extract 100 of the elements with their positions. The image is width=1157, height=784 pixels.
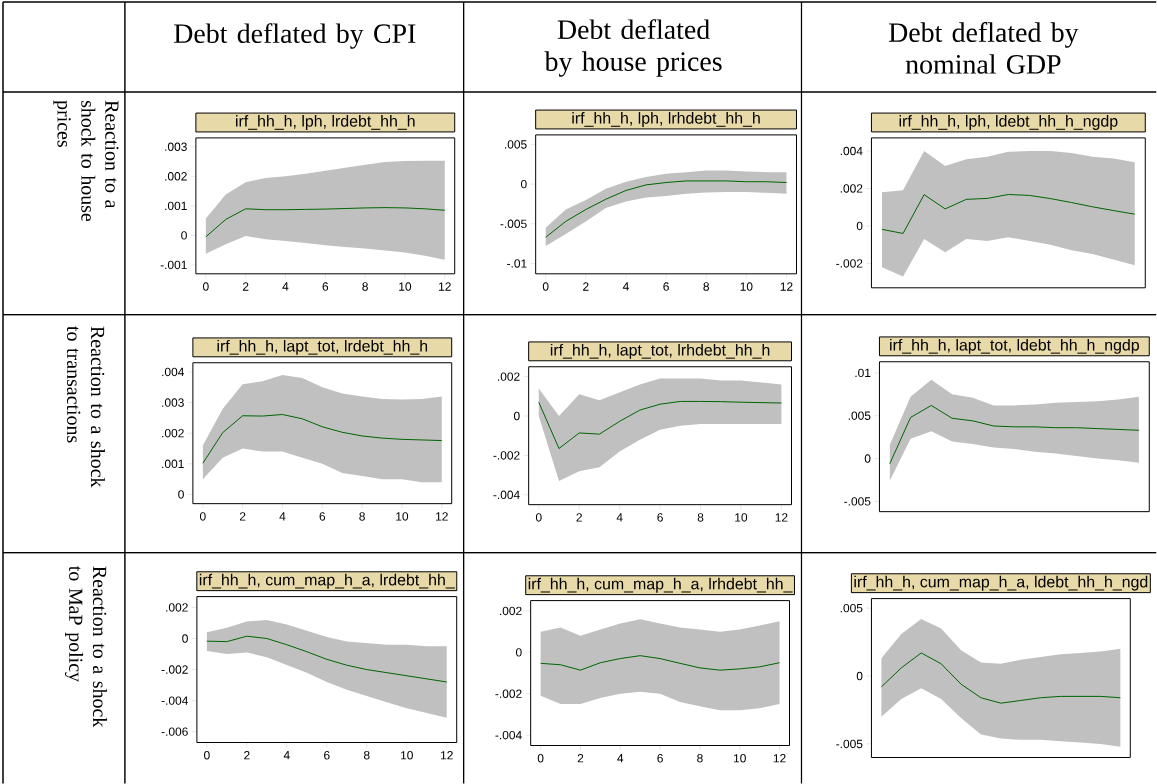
x-tick-label: 10	[396, 512, 409, 521]
x-tick-label: 0	[204, 750, 210, 760]
x-tick-label: 6	[663, 282, 669, 291]
chart-title: irf_hh_h, cum_map_h_a, lrhdebt_hh_	[528, 577, 793, 593]
x-tick-label: 0	[199, 512, 206, 521]
chart-title: irf_hh_h, lph, ldebt_hh_h_ngdp	[899, 114, 1118, 130]
y-tick-label: .002	[497, 372, 520, 381]
x-tick-label: 8	[697, 753, 703, 763]
y-tick-label: 0	[513, 411, 520, 421]
x-tick-label: 6	[319, 512, 326, 521]
text: Debt deflated by house prices	[544, 19, 722, 77]
x-tick-label: 0	[537, 753, 544, 763]
x-tick-label: 2	[244, 750, 250, 760]
y-tick-label: .005	[840, 603, 863, 613]
y-tick-label: -.002	[493, 451, 520, 460]
x-tick-label: 4	[282, 282, 289, 291]
y-tick-label: .004	[162, 367, 185, 377]
y-tick-label: 0	[182, 634, 188, 643]
y-tick-label: -.004	[495, 730, 522, 740]
line-series	[205, 207, 446, 238]
y-tick-label: 0	[856, 671, 863, 681]
chart-title: irf_hh_h, lph, lrhdebt_hh_h	[572, 111, 760, 127]
y-tick-label: 0	[181, 231, 187, 240]
y-tick-label: -.001	[160, 260, 187, 270]
y-tick-label: -.01	[507, 259, 527, 268]
x-tick-label: 10	[733, 753, 746, 763]
y-tick-label: 0	[864, 454, 871, 463]
y-tick-label: 0	[856, 221, 863, 231]
chart-title: irf_hh_h, lapt_tot, lrdebt_hh_h	[217, 339, 428, 355]
x-tick-label: 12	[775, 513, 788, 522]
y-tick-label: .005	[504, 140, 527, 149]
x-tick-label: 12	[440, 750, 453, 760]
x-tick-label: 12	[773, 753, 786, 763]
y-tick-label: .001	[165, 201, 187, 210]
y-tick-label: .002	[166, 603, 188, 612]
x-tick-label: 4	[617, 753, 624, 763]
line-series	[889, 404, 1140, 465]
x-tick-label: 2	[576, 513, 582, 522]
x-tick-label: 6	[324, 750, 330, 760]
text: Reaction to a shock to MaP policy	[64, 565, 107, 728]
x-tick-label: 0	[202, 282, 209, 291]
y-tick-label: .003	[165, 142, 187, 151]
y-tick-label: .003	[162, 398, 184, 407]
y-tick-label: 0	[515, 648, 522, 657]
x-tick-label: 10	[399, 282, 412, 291]
y-tick-label: 0	[520, 179, 527, 189]
x-tick-label: 4	[283, 750, 290, 760]
text: Debt deflated by CPI	[174, 23, 416, 49]
y-tick-label: .005	[848, 411, 871, 420]
chart-title: irf_hh_h, cum_map_h_a, lrdebt_hh_	[199, 573, 455, 589]
y-tick-label: .002	[840, 184, 863, 193]
chart-title: irf_hh_h, lapt_tot, ldebt_hh_h_ngdp	[890, 338, 1139, 354]
x-tick-label: 10	[401, 750, 413, 760]
text: Reaction to a shock to transactions	[67, 326, 105, 488]
x-tick-label: 2	[583, 282, 589, 291]
x-tick-label: 2	[239, 512, 246, 521]
y-tick-label: -.002	[495, 689, 522, 698]
x-tick-label: 0	[542, 282, 549, 291]
y-tick-label: .004	[840, 146, 863, 156]
line-series	[881, 193, 1136, 234]
x-tick-label: 8	[359, 512, 365, 521]
x-tick-label: 8	[697, 513, 704, 522]
y-tick-label: .01	[855, 368, 871, 377]
x-tick-label: 4	[279, 512, 286, 521]
y-tick-label: -.005	[500, 219, 527, 228]
y-tick-label: -.005	[844, 497, 871, 506]
y-tick-label: -.002	[161, 665, 188, 674]
x-tick-label: 6	[657, 513, 663, 522]
x-tick-label: 10	[740, 282, 753, 291]
x-tick-label: 2	[577, 753, 584, 763]
chart-title: irf_hh_h, lapt_tot, lrhdebt_hh_h	[550, 343, 770, 359]
x-tick-label: 0	[535, 513, 542, 522]
x-tick-label: 8	[703, 282, 710, 291]
text: Reaction to a shock to house prices	[53, 100, 119, 221]
y-tick-label: -.006	[161, 727, 188, 736]
y-tick-label: .001	[162, 459, 184, 468]
y-tick-label: 0	[178, 490, 184, 499]
x-tick-label: 8	[362, 282, 368, 291]
x-tick-label: 6	[657, 753, 663, 763]
x-tick-label: 2	[242, 282, 249, 291]
x-tick-label: 8	[363, 750, 370, 760]
x-tick-label: 12	[439, 282, 451, 291]
y-tick-label: .002	[165, 171, 187, 181]
y-tick-label: -.004	[161, 696, 189, 705]
x-tick-label: 4	[622, 282, 629, 291]
text: Debt deflated by nominal GDP	[888, 21, 1079, 74]
chart-title: irf_hh_h, cum_map_h_a, ldebt_hh_h_ngd	[854, 575, 1148, 591]
line-series	[202, 413, 443, 464]
y-tick-label: .002	[499, 606, 522, 616]
y-tick-label: -.002	[836, 259, 863, 268]
y-tick-label: .002	[162, 428, 184, 438]
x-tick-label: 6	[322, 282, 329, 291]
x-tick-label: 4	[616, 513, 623, 522]
y-tick-label: -.004	[493, 490, 520, 499]
x-tick-label: 12	[436, 512, 448, 521]
x-tick-label: 12	[780, 282, 793, 291]
y-tick-label: -.005	[836, 739, 863, 749]
x-tick-label: 10	[735, 513, 748, 522]
line-series	[540, 655, 781, 671]
chart-title: irf_hh_h, lph, lrdebt_hh_h	[236, 114, 415, 130]
